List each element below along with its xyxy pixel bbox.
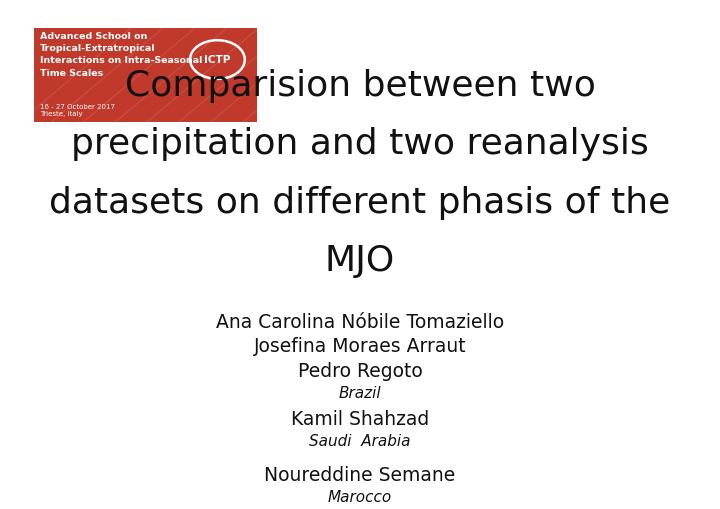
Text: 16 - 27 October 2017
Trieste, Italy: 16 - 27 October 2017 Trieste, Italy (40, 103, 114, 117)
Text: Marocco: Marocco (328, 490, 392, 505)
Text: Comparision between two: Comparision between two (125, 69, 595, 103)
Text: Advanced School on
Tropical-Extratropical
Interactions on Intra-Seasonal
Time Sc: Advanced School on Tropical-Extratropica… (40, 32, 202, 77)
Text: precipitation and two reanalysis: precipitation and two reanalysis (71, 127, 649, 161)
Text: Josefina Moraes Arraut: Josefina Moraes Arraut (253, 337, 467, 356)
Text: Kamil Shahzad: Kamil Shahzad (291, 410, 429, 429)
Text: Noureddine Semane: Noureddine Semane (264, 466, 456, 485)
Text: Brazil: Brazil (338, 386, 382, 401)
Text: MJO: MJO (325, 244, 395, 278)
Text: datasets on different phasis of the: datasets on different phasis of the (50, 186, 670, 220)
Text: ICTP: ICTP (204, 54, 230, 65)
Text: Saudi  Arabia: Saudi Arabia (310, 434, 410, 449)
Text: Pedro Regoto: Pedro Regoto (297, 362, 423, 381)
Text: Ana Carolina Nóbile Tomaziello: Ana Carolina Nóbile Tomaziello (216, 313, 504, 332)
FancyBboxPatch shape (34, 28, 257, 122)
